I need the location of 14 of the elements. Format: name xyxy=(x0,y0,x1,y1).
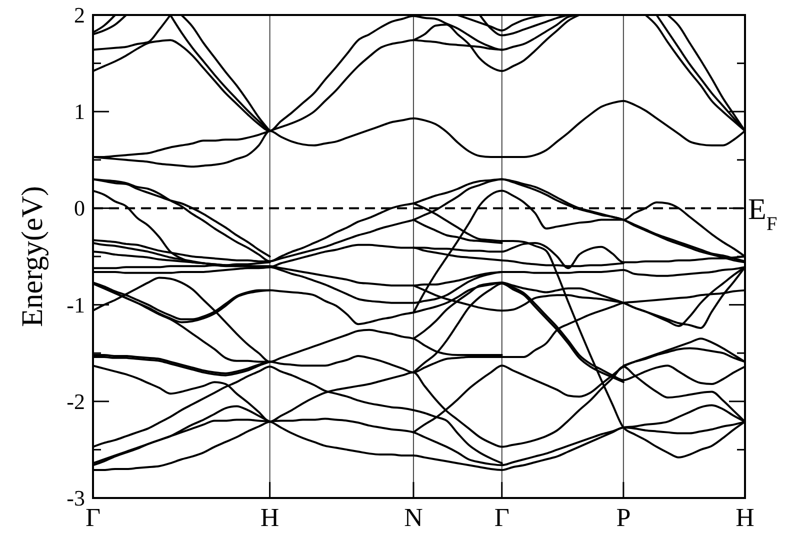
y-tick-label: -1 xyxy=(66,292,85,318)
y-tick-label: 0 xyxy=(74,196,85,221)
y-tick-label: -2 xyxy=(66,388,85,414)
y-tick-label: 2 xyxy=(74,2,85,28)
y-axis-title: Energy(eV) xyxy=(16,186,49,328)
x-tick-label: Γ xyxy=(85,503,101,532)
y-tick-label: 1 xyxy=(74,99,85,124)
ref-line-label: E$_{F}$ xyxy=(748,193,778,235)
x-tick-label: N xyxy=(404,503,424,532)
x-tick-label: H xyxy=(260,503,280,532)
x-tick-label: H xyxy=(736,503,755,532)
y-tick-label: -3 xyxy=(66,486,85,510)
x-tick-label: Γ xyxy=(494,503,510,532)
x-tick-label: P xyxy=(616,503,631,532)
